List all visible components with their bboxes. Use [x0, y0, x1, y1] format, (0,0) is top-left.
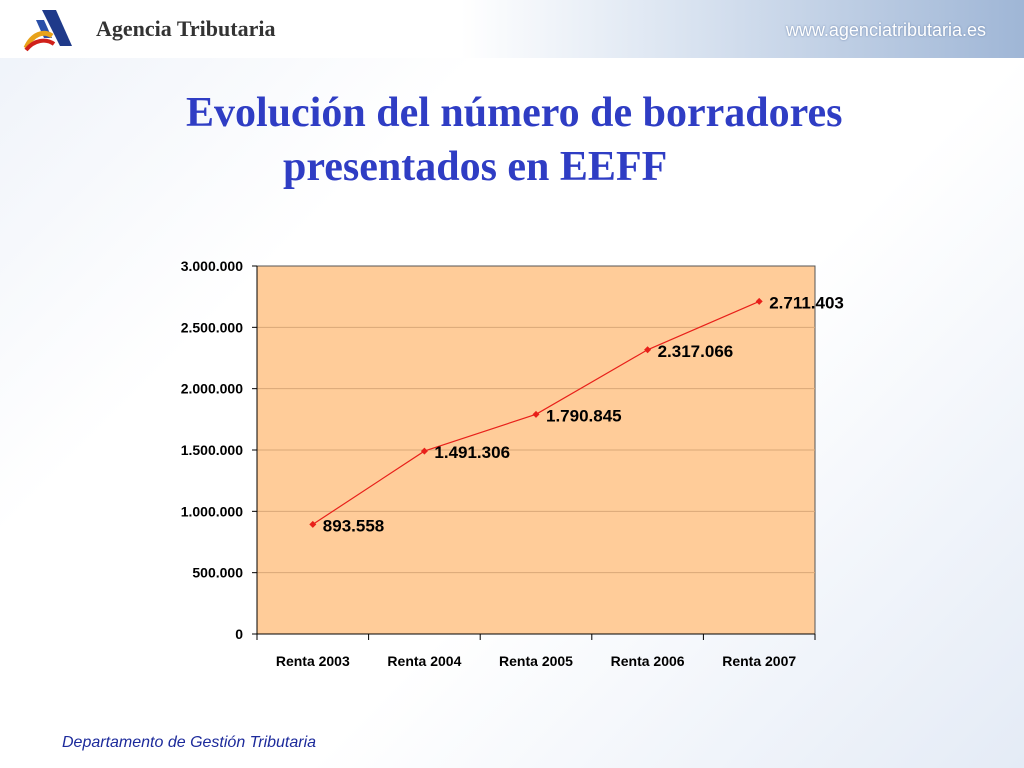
- y-tick-label: 1.500.000: [181, 442, 243, 458]
- brand-name: Agencia Tributaria: [96, 16, 276, 41]
- header-bar: Agencia Tributaria www.agenciatributaria…: [0, 0, 1024, 58]
- title-line-1: Evolución del número de borradores: [186, 90, 843, 136]
- y-tick-label: 1.000.000: [181, 503, 243, 519]
- data-label: 2.711.403: [769, 293, 844, 312]
- data-label: 893.558: [323, 516, 384, 535]
- x-tick-label: Renta 2006: [611, 653, 685, 669]
- data-point: [309, 520, 317, 528]
- data-label: 1.491.306: [434, 443, 510, 462]
- x-tick-label: Renta 2005: [499, 653, 573, 669]
- x-tick-label: Renta 2003: [276, 653, 350, 669]
- x-tick-label: Renta 2007: [722, 653, 796, 669]
- title-line-2: presentados en EEFF: [283, 144, 668, 190]
- y-tick-label: 3.000.000: [181, 258, 243, 274]
- data-label: 2.317.066: [658, 342, 734, 361]
- y-tick-label: 2.000.000: [181, 381, 243, 397]
- data-point: [755, 297, 763, 305]
- footer-department: Departamento de Gestión Tributaria: [62, 734, 317, 751]
- y-tick-label: 0: [235, 626, 243, 642]
- website-url[interactable]: www.agenciatributaria.es: [785, 20, 986, 40]
- y-tick-label: 2.500.000: [181, 319, 243, 335]
- y-tick-label: 500.000: [192, 565, 243, 581]
- data-label: 1.790.845: [546, 406, 622, 425]
- data-point: [644, 346, 652, 354]
- data-point: [532, 410, 540, 418]
- agencia-tributaria-logo-icon: [23, 10, 72, 52]
- data-point: [420, 447, 428, 455]
- x-tick-label: Renta 2004: [387, 653, 461, 669]
